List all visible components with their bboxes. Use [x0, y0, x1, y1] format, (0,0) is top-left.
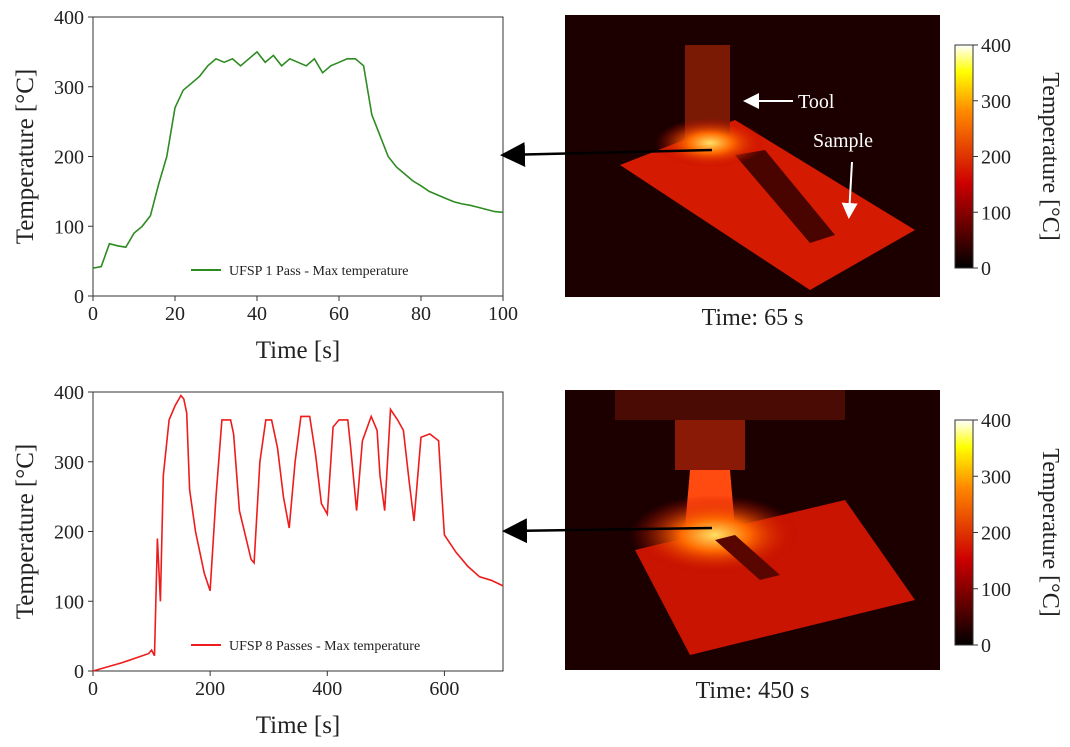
y-tick-label: 300: [54, 452, 84, 474]
legend-label: UFSP 8 Passes - Max temperature: [229, 639, 420, 654]
y-tick-label: 300: [54, 77, 84, 99]
data-line: [92, 394, 504, 672]
tool: [675, 420, 745, 470]
x-tick-label: 0: [88, 678, 98, 700]
y-tick-label: 100: [54, 216, 84, 238]
x-tick-label: 20: [165, 303, 185, 325]
x-axis-label: Time [s]: [256, 337, 341, 364]
colorbar-tick-label: 400: [981, 410, 1011, 432]
colorbar-label: Temperature [°C]: [1037, 448, 1063, 617]
colorbar-tick-label: 300: [981, 91, 1011, 113]
sample-groove: [715, 535, 780, 580]
x-axis-label: Time [s]: [256, 712, 341, 739]
image-caption: Time: 450 s: [696, 678, 810, 704]
thermal-image: [565, 15, 940, 297]
y-tick-label: 400: [54, 7, 84, 29]
machine: [615, 390, 845, 420]
colorbar-tick-label: 100: [981, 579, 1011, 601]
annotation: Sample: [813, 130, 873, 152]
y-tick-label: 0: [74, 286, 84, 308]
x-tick-label: 60: [329, 303, 349, 325]
y-tick-label: 100: [54, 591, 84, 613]
y-tick-label: 400: [54, 382, 84, 404]
image-caption: Time: 65 s: [702, 305, 804, 331]
colorbar: [954, 419, 974, 646]
colorbar-tick-label: 300: [981, 466, 1011, 488]
y-tick-label: 200: [54, 522, 84, 544]
x-tick-label: 0: [88, 303, 98, 325]
colorbar-tick-label: 400: [981, 35, 1011, 57]
annotation: Tool: [798, 91, 835, 113]
colorbar-tick-label: 200: [981, 147, 1011, 169]
colorbar-tick-label: 0: [981, 258, 991, 280]
sample-groove: [735, 150, 835, 243]
data-line: [92, 50, 504, 269]
colorbar-label: Temperature [°C]: [1037, 72, 1063, 241]
x-tick-label: 200: [195, 678, 225, 700]
pointer-arrow: [502, 518, 713, 544]
y-tick-label: 0: [74, 661, 84, 683]
hot-spot: [655, 118, 765, 168]
y-tick-label: 200: [54, 147, 84, 169]
colorbar-tick-label: 200: [981, 523, 1011, 545]
x-tick-label: 100: [488, 303, 518, 325]
plot-frame: [92, 16, 504, 297]
pointer-arrow: [500, 142, 713, 168]
legend-label: UFSP 1 Pass - Max temperature: [229, 264, 409, 279]
annotation-arrow: [841, 161, 858, 219]
x-tick-label: 80: [411, 303, 431, 325]
y-axis-label: Temperature [°C]: [12, 69, 39, 245]
colorbar: [954, 44, 974, 269]
y-axis-label: Temperature [°C]: [12, 444, 39, 620]
x-tick-label: 400: [312, 678, 342, 700]
colorbar-tick-label: 100: [981, 202, 1011, 224]
hot-spot: [630, 495, 800, 575]
x-tick-label: 40: [247, 303, 267, 325]
colorbar-tick-label: 0: [981, 635, 991, 657]
x-tick-label: 600: [429, 678, 459, 700]
